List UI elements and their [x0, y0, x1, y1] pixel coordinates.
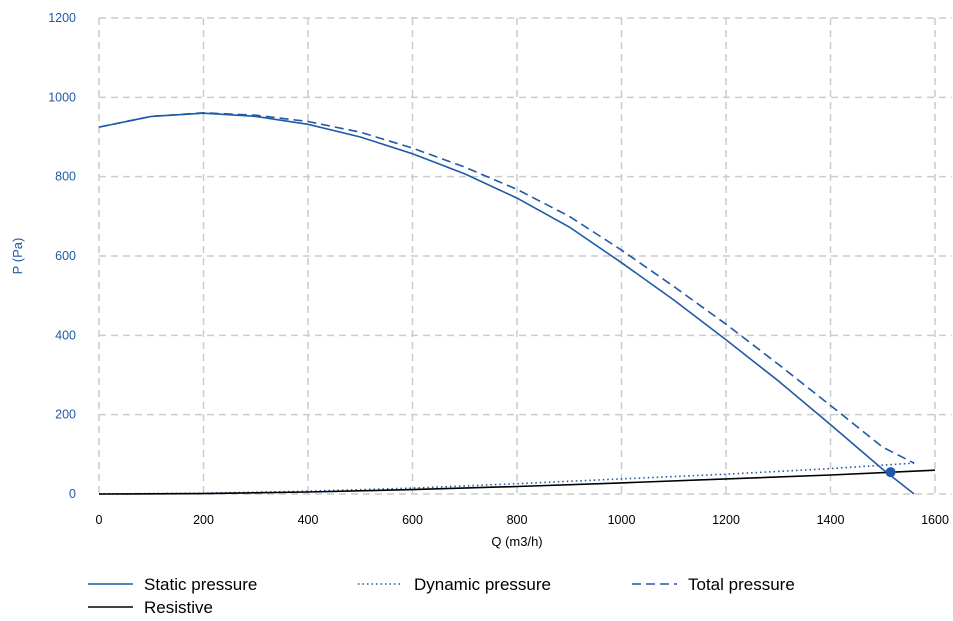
- operating-point: [885, 467, 896, 478]
- legend-label-resistive: Resistive: [144, 598, 213, 617]
- x-tick-label: 1200: [712, 513, 740, 527]
- x-tick-label: 0: [96, 513, 103, 527]
- y-axis-label: P (Pa): [10, 238, 25, 275]
- grid: [98, 17, 952, 495]
- y-axis-ticks: 0 200 400 600 800 1000 1200: [48, 11, 76, 501]
- x-tick-label: 600: [402, 513, 423, 527]
- operating-point-layer: [885, 467, 896, 478]
- x-tick-label: 1000: [608, 513, 636, 527]
- series-lines: [98, 111, 936, 495]
- series-line-dynamic-pressure: [98, 462, 915, 495]
- y-tick-label: 1200: [48, 11, 76, 25]
- y-tick-label: 1000: [48, 90, 76, 104]
- y-tick-label: 800: [55, 170, 76, 184]
- y-tick-label: 400: [55, 328, 76, 342]
- y-tick-label: 600: [55, 249, 76, 263]
- legend-label-dynamic-pressure: Dynamic pressure: [414, 575, 551, 594]
- y-tick-label: 0: [69, 487, 76, 501]
- y-tick-label: 200: [55, 408, 76, 422]
- legend-label-total-pressure: Total pressure: [688, 575, 795, 594]
- legend-label-static-pressure: Static pressure: [144, 575, 257, 594]
- x-tick-label: 800: [507, 513, 528, 527]
- x-axis-ticks: 0 200 400 600 800 1000 1200 1400 1600: [96, 513, 949, 527]
- series-line-static-pressure: [98, 112, 915, 495]
- x-tick-label: 1400: [817, 513, 845, 527]
- x-tick-label: 400: [298, 513, 319, 527]
- x-axis-label: Q (m3/h): [491, 534, 542, 549]
- legend: Static pressure Dynamic pressure Total pre…: [88, 575, 795, 617]
- x-tick-label: 1600: [921, 513, 949, 527]
- x-tick-label: 200: [193, 513, 214, 527]
- series-line-resistive: [98, 469, 936, 495]
- series-line-total-pressure: [98, 111, 915, 464]
